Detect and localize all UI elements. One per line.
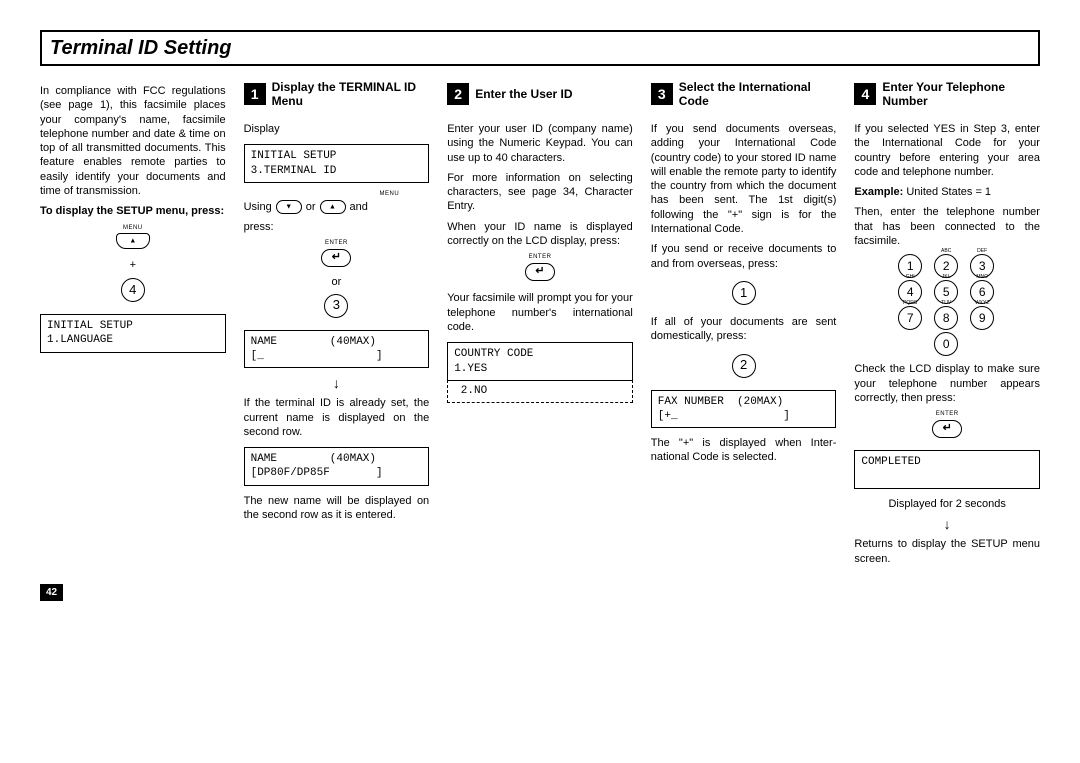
up-arrow-icon <box>320 200 346 214</box>
example-line: Example: United States = 1 <box>854 185 1040 199</box>
key-0: 0 <box>934 332 958 356</box>
step4-number: 4 <box>854 83 876 105</box>
press-text: press: <box>244 220 430 234</box>
if-set-text: If the terminal ID is already set, the c… <box>244 396 430 439</box>
lcd-name-blank: NAME (40MAX) [_ ] <box>244 330 430 369</box>
step4-title: Enter Your Telephone Number <box>882 80 1040 109</box>
step3-title: Select the International Code <box>679 80 837 109</box>
displayed-2s: Displayed for 2 seconds <box>854 497 1040 511</box>
step4-p4: Returns to display the SETUP menu screen… <box>854 537 1040 566</box>
enter-button-icon <box>932 420 962 438</box>
step2-p4: Your facsimile will prompt you for your … <box>447 291 633 334</box>
lcd-fax-number: FAX NUMBER (20MAX) [+_ ] <box>651 390 837 429</box>
step2-column: 2 Enter the User ID Enter your user ID (… <box>447 78 633 572</box>
enter-label4: ENTER <box>854 411 1040 419</box>
menu-button-group: MENU <box>40 225 226 254</box>
step3-head: 3 Select the International Code <box>651 78 837 110</box>
step1-title: Display the TERMINAL ID Menu <box>272 80 430 109</box>
using-text: Using <box>244 200 272 214</box>
lcd-country-no: 2.NO <box>447 380 633 403</box>
step2-p3: When your ID name is displayed correctly… <box>447 220 633 249</box>
key-7: PQRS7 <box>898 306 922 330</box>
enter-group2: ENTER <box>447 254 633 285</box>
newname-text: The new name will be displayed on the se… <box>244 494 430 523</box>
using-row: Using or and <box>244 200 430 214</box>
intro-column: In compliance with FCC regula­tions (see… <box>40 78 226 572</box>
step2-number: 2 <box>447 83 469 105</box>
intro-text: In compliance with FCC regula­tions (see… <box>40 84 226 198</box>
lcd-country-group: COUNTRY CODE 1.YES 2.NO <box>447 342 633 403</box>
step4-head: 4 Enter Your Telephone Number <box>854 78 1040 110</box>
step4-p2: Then, enter the telephone num­ber that h… <box>854 205 1040 248</box>
keypad-3-button: 3 <box>324 294 348 318</box>
step3-p4: The "+" is displayed when Inter­national… <box>651 436 837 465</box>
step3-p1: If you send documents over­seas, adding … <box>651 122 837 236</box>
menu-label: MENU <box>40 225 226 233</box>
lcd-country: COUNTRY CODE 1.YES <box>447 342 633 381</box>
step3-p2: If you send or receive docu­ments to and… <box>651 242 837 271</box>
keypad-4-button: 4 <box>121 278 145 302</box>
step3-column: 3 Select the International Code If you s… <box>651 78 837 572</box>
step1-column: 1 Display the TERMINAL ID Menu Display I… <box>244 78 430 572</box>
lcd-name-filled: NAME (40MAX) [DP80F/DP85F ] <box>244 447 430 486</box>
step2-p1: Enter your user ID (company name) using … <box>447 122 633 165</box>
example-bold: Example: <box>854 186 903 198</box>
enter-button-icon <box>321 249 351 267</box>
lcd-terminal-id: INITIAL SETUP 3.TERMINAL ID <box>244 144 430 183</box>
or-text: or <box>306 200 316 214</box>
step3-number: 3 <box>651 83 673 105</box>
enter-button-icon <box>525 263 555 281</box>
keypad-1-button: 1 <box>732 281 756 305</box>
or2-text: or <box>244 275 430 289</box>
step3-p3: If all of your documents are sent domest… <box>651 315 837 344</box>
lcd-initial-setup: INITIAL SETUP 1.LANGUAGE <box>40 314 226 353</box>
key-9: WXYZ9 <box>970 306 994 330</box>
page-title: Terminal ID Setting <box>50 35 1030 61</box>
and-text: and <box>350 200 368 214</box>
step4-p3: Check the LCD display to make sure your … <box>854 362 1040 405</box>
step2-title: Enter the User ID <box>475 87 572 101</box>
example-text: United States = 1 <box>903 186 991 198</box>
lcd-completed: COMPLETED <box>854 450 1040 489</box>
step4-p1: If you selected YES in Step 3, enter the… <box>854 122 1040 179</box>
menu-label-small: MENU <box>244 191 430 199</box>
title-box: Terminal ID Setting <box>40 30 1040 66</box>
menu-button-icon <box>116 233 150 249</box>
arrow-down-icon: ↓ <box>854 517 1040 531</box>
key-8: TUV8 <box>934 306 958 330</box>
step2-head: 2 Enter the User ID <box>447 78 633 110</box>
enter-label: ENTER <box>244 240 430 248</box>
keypad-2-button: 2 <box>732 354 756 378</box>
enter-group4: ENTER <box>854 411 1040 442</box>
numeric-keypad: 1 ABC2 DEF3 GHI4 JKL5 MNO6 PQRS7 TUV8 WX… <box>854 254 1040 356</box>
plus-sign: + <box>40 258 226 272</box>
columns: In compliance with FCC regula­tions (see… <box>40 78 1040 572</box>
step1-number: 1 <box>244 83 266 105</box>
page-number: 42 <box>40 584 63 601</box>
step4-column: 4 Enter Your Telephone Number If you sel… <box>854 78 1040 572</box>
step1-head: 1 Display the TERMINAL ID Menu <box>244 78 430 110</box>
arrow-down-icon: ↓ <box>244 376 430 390</box>
down-arrow-icon <box>276 200 302 214</box>
enter-label2: ENTER <box>447 254 633 262</box>
step2-p2: For more information on select­ing chara… <box>447 171 633 214</box>
enter-group: ENTER <box>244 240 430 271</box>
display-label: Display <box>244 122 430 136</box>
intro-subhead: To display the SETUP menu, press: <box>40 204 226 218</box>
